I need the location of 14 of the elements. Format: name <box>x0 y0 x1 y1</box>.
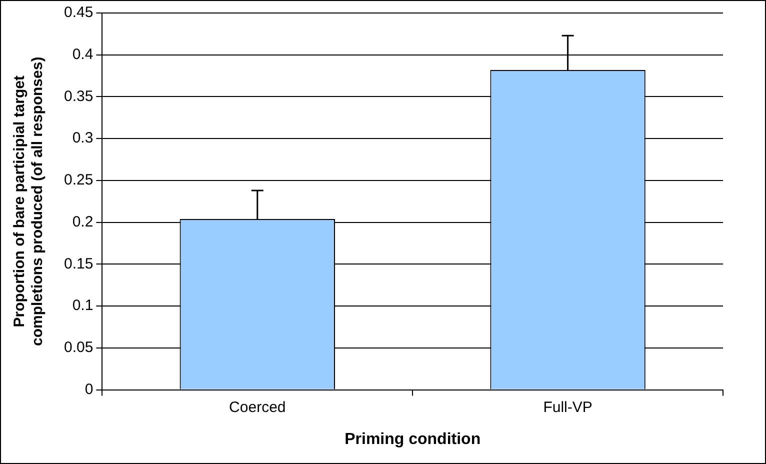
y-tick-label: 0 <box>84 380 94 398</box>
x-tick-label: Coerced <box>229 398 286 416</box>
x-axis-title: Priming condition <box>344 430 481 448</box>
y-axis-title: Proportion of bare participial target completions produced (of all responses) <box>11 56 46 346</box>
y-tick-label: 0.15 <box>64 255 94 272</box>
y-tick-label: 0.25 <box>64 172 94 189</box>
y-tick-label: 0.3 <box>72 130 94 147</box>
y-tick-label: 0.45 <box>64 4 94 22</box>
y-tick-label: 0.35 <box>64 88 94 105</box>
y-tick-label: 0.2 <box>72 213 94 230</box>
y-tick-label: 0.05 <box>64 339 94 356</box>
y-tick-label: 0.1 <box>72 297 94 314</box>
x-tick-label: Full-VP <box>543 398 592 416</box>
y-tick-label: 0.4 <box>72 46 94 64</box>
